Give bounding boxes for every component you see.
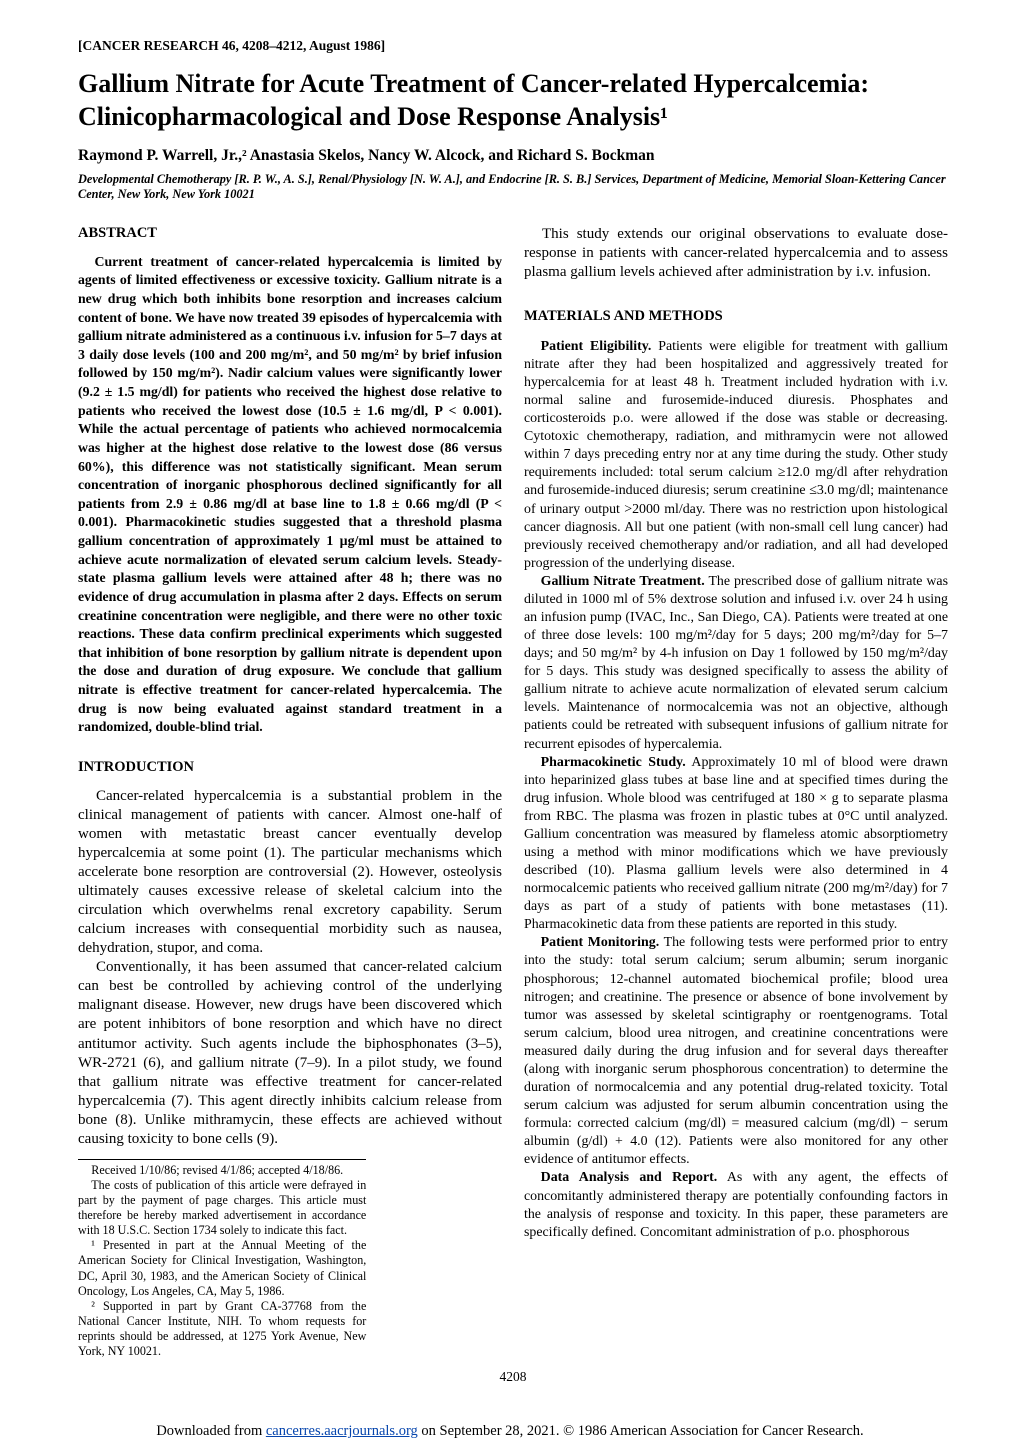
affiliation-line: Developmental Chemotherapy [R. P. W., A.… [78,172,948,203]
download-prefix: Downloaded from [156,1423,266,1439]
mm-treatment: Gallium Nitrate Treatment. The prescribe… [524,573,948,754]
abstract-body: Current treatment of cancer-related hype… [78,253,502,737]
mm-eligibility-lead: Patient Eligibility. [541,339,652,354]
mm-eligibility-text: Patients were eligible for treatment wit… [524,339,948,571]
footnote-1: ¹ Presented in part at the Annual Meetin… [78,1238,366,1298]
study-extends-paragraph: This study extends our original observat… [524,225,948,282]
intro-p2: Conventionally, it has been assumed that… [78,958,502,1148]
right-col-lead: This study extends our original observat… [524,225,948,282]
intro-p1: Cancer-related hypercalcemia is a substa… [78,787,502,958]
introduction-body: Cancer-related hypercalcemia is a substa… [78,787,502,1149]
abstract-heading: ABSTRACT [78,225,502,243]
download-suffix: on September 28, 2021. © 1986 American A… [418,1423,864,1439]
two-column-body: ABSTRACT Current treatment of cancer-rel… [78,225,948,1360]
mm-eligibility: Patient Eligibility. Patients were eligi… [524,338,948,573]
introduction-heading: INTRODUCTION [78,759,502,777]
authors-line: Raymond P. Warrell, Jr.,² Anastasia Skel… [78,147,948,165]
abstract-text: Current treatment of cancer-related hype… [78,253,502,737]
mm-pk-lead: Pharmacokinetic Study. [541,755,686,770]
download-footer: Downloaded from cancerres.aacrjournals.o… [0,1405,1020,1447]
mm-treatment-text: The prescribed dose of gallium nitrate w… [524,574,948,752]
materials-methods-heading: MATERIALS AND METHODS [524,308,948,326]
page-number: 4208 [78,1369,948,1385]
mm-monitoring-lead: Patient Monitoring. [541,935,660,950]
footnote-costs: The costs of publication of this article… [78,1178,366,1238]
mm-pk: Pharmacokinetic Study. Approximately 10 … [524,754,948,935]
article-title: Gallium Nitrate for Acute Treatment of C… [78,68,948,133]
footnote-2: ² Supported in part by Grant CA-37768 fr… [78,1299,366,1359]
materials-methods-body: Patient Eligibility. Patients were eligi… [524,338,948,1242]
mm-data: Data Analysis and Report. As with any ag… [524,1169,948,1241]
footnote-received: Received 1/10/86; revised 4/1/86; accept… [78,1163,366,1178]
mm-treatment-lead: Gallium Nitrate Treatment. [541,574,705,589]
mm-monitoring-text: The following tests were performed prior… [524,935,948,1167]
page-container: [CANCER RESEARCH 46, 4208–4212, August 1… [0,0,1020,1405]
footnotes-block: Received 1/10/86; revised 4/1/86; accept… [78,1159,366,1359]
download-link[interactable]: cancerres.aacrjournals.org [266,1423,418,1439]
journal-header: [CANCER RESEARCH 46, 4208–4212, August 1… [78,38,948,54]
mm-data-lead: Data Analysis and Report. [541,1170,718,1185]
mm-pk-text: Approximately 10 ml of blood were drawn … [524,755,948,933]
mm-monitoring: Patient Monitoring. The following tests … [524,934,948,1169]
